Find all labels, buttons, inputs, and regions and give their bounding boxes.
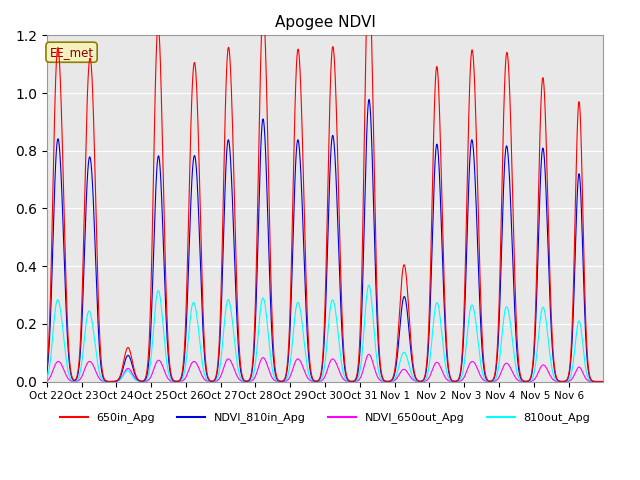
Text: EE_met: EE_met [49,46,93,59]
Legend: 650in_Apg, NDVI_810in_Apg, NDVI_650out_Apg, 810out_Apg: 650in_Apg, NDVI_810in_Apg, NDVI_650out_A… [56,408,595,428]
Title: Apogee NDVI: Apogee NDVI [275,15,376,30]
